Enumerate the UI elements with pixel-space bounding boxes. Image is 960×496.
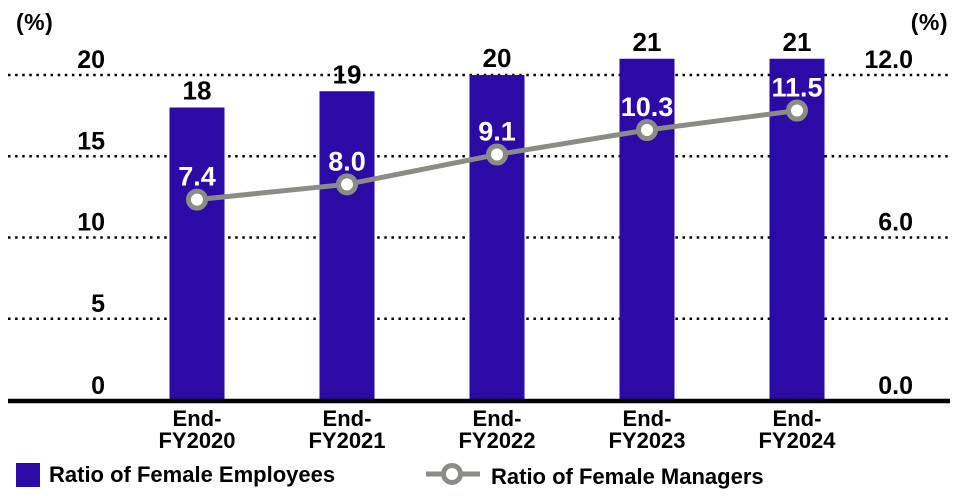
bar-End-FY2021 <box>319 91 375 403</box>
line-marker-End-FY2024 <box>786 99 808 122</box>
line-value-label-End-FY2023: 10.3 <box>621 92 674 122</box>
left-axis-tick-0: 0 <box>91 372 105 400</box>
right-axis-tick-12.0: 12.0 <box>864 46 913 74</box>
left-axis-tick-10: 10 <box>77 209 105 237</box>
line-marker-End-FY2020 <box>186 188 208 211</box>
bar-value-label-End-FY2020: 18 <box>183 76 212 106</box>
bar-End-FY2022 <box>469 75 525 403</box>
bar-value-label-End-FY2022: 20 <box>483 43 512 73</box>
category-label-End-FY2022: End- FY2022 <box>458 406 536 453</box>
line-value-label-End-FY2021: 8.0 <box>328 146 366 176</box>
bar-value-label-End-FY2023: 21 <box>633 27 662 57</box>
right-axis-tick-6.0: 6.0 <box>878 209 913 237</box>
category-label-End-FY2020: End- FY2020 <box>158 406 236 453</box>
right-axis-unit-label: (%) <box>910 9 948 35</box>
left-axis-tick-20: 20 <box>77 46 105 74</box>
line-value-label-End-FY2022: 9.1 <box>478 117 516 147</box>
bar-End-FY2020 <box>169 107 225 403</box>
bar-value-label-End-FY2024: 21 <box>783 27 812 57</box>
left-axis-tick-5: 5 <box>91 290 105 318</box>
category-label-End-FY2024: End- FY2024 <box>758 406 836 453</box>
line-value-label-End-FY2024: 11.5 <box>771 73 822 103</box>
line-marker-End-FY2021 <box>336 173 358 196</box>
left-axis-tick-15: 15 <box>77 127 105 155</box>
line-value-label-End-FY2020: 7.4 <box>178 162 216 192</box>
line-marker-End-FY2022 <box>486 143 508 166</box>
category-label-End-FY2021: End- FY2021 <box>308 406 386 453</box>
bar-value-label-End-FY2021: 19 <box>333 59 362 89</box>
category-label-End-FY2023: End- FY2023 <box>608 406 686 453</box>
line-marker-End-FY2023 <box>636 119 658 142</box>
right-axis-tick-0.0: 0.0 <box>878 372 913 400</box>
left-axis-unit-label: (%) <box>16 9 54 35</box>
bar-End-FY2023 <box>619 58 675 403</box>
